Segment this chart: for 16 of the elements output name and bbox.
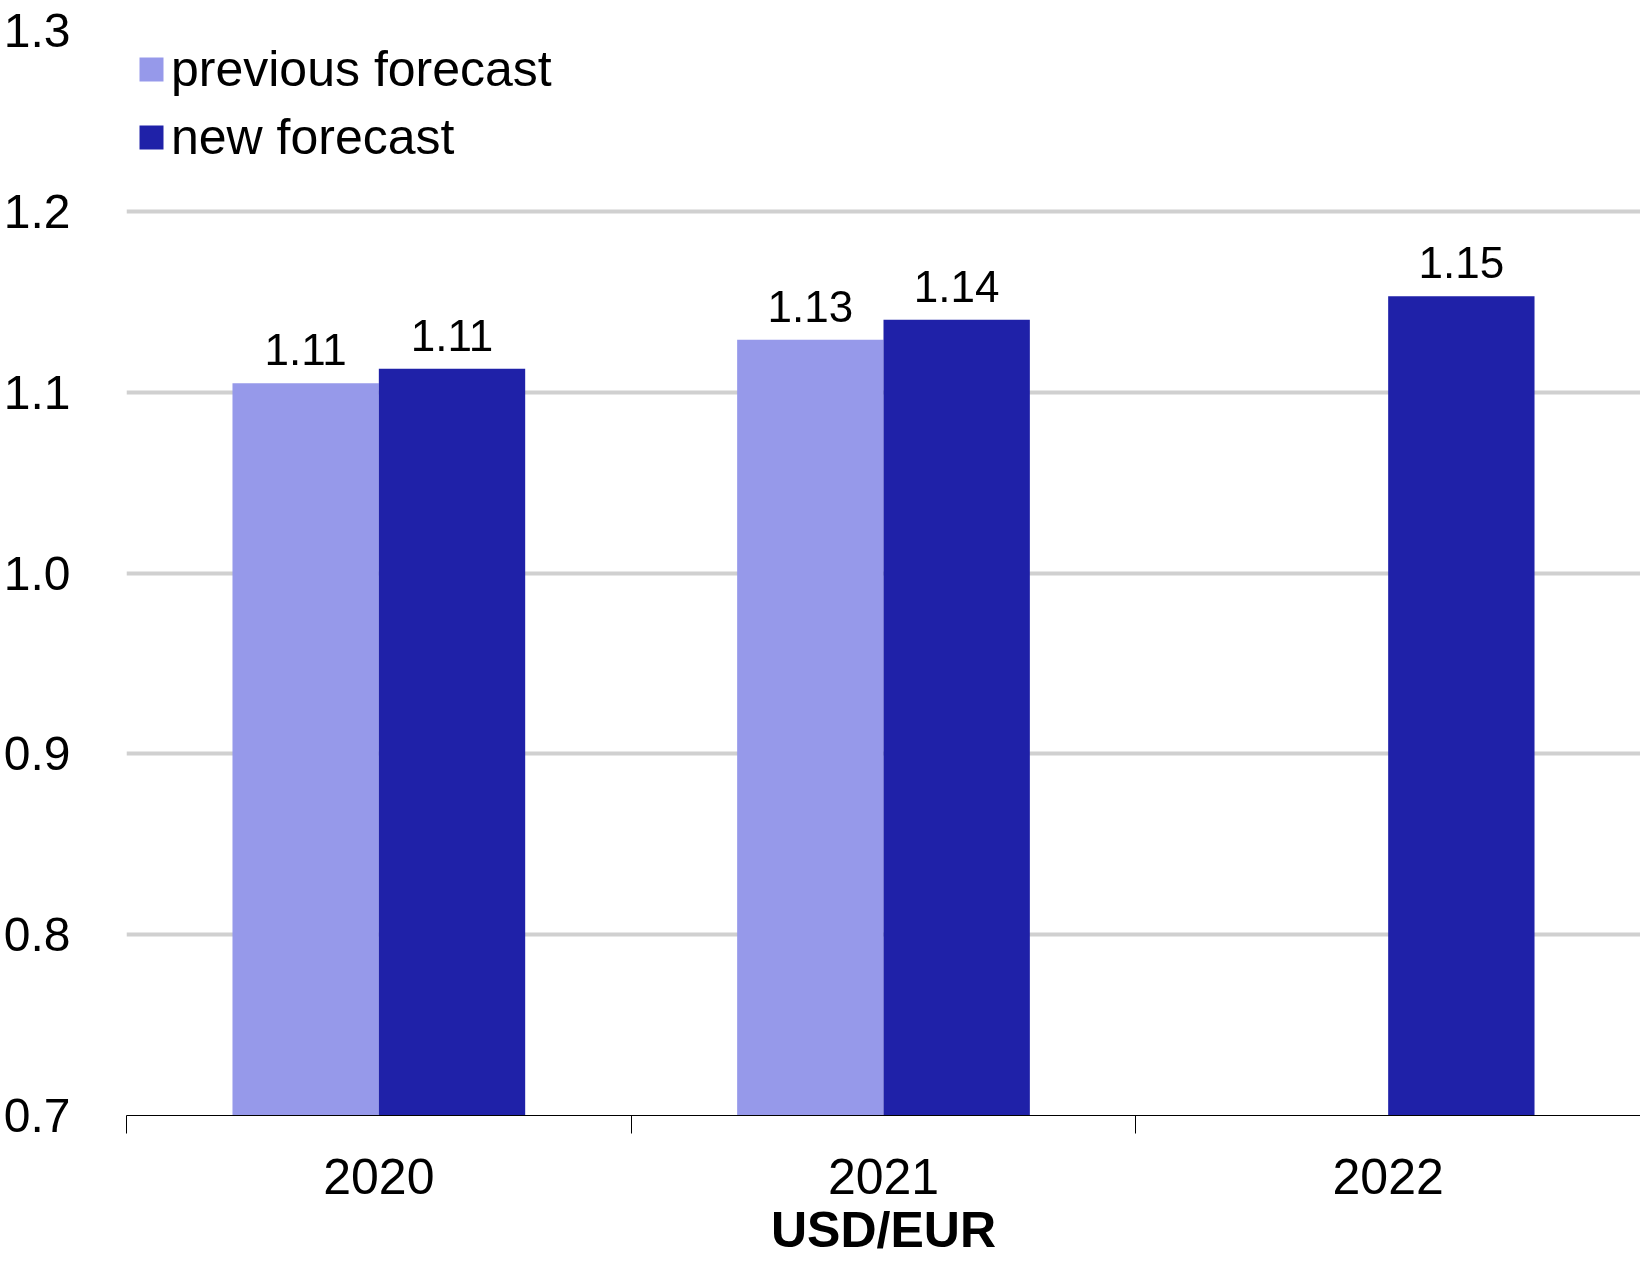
y-tick-label: 1.2 — [3, 184, 71, 238]
legend-label: new forecast — [171, 108, 455, 166]
x-tick-label: 2020 — [323, 1148, 435, 1205]
y-tick-label: 1.1 — [3, 365, 71, 419]
data-label: 1.11 — [264, 325, 347, 375]
legend-label: previous forecast — [171, 40, 552, 98]
y-tick-label: 0.8 — [3, 908, 71, 962]
x-tick-label: 2022 — [1332, 1148, 1444, 1205]
y-tick-label: 1.0 — [3, 546, 71, 600]
data-label: 1.14 — [913, 261, 1000, 311]
y-tick-label: 0.7 — [3, 1089, 71, 1142]
data-label: 1.13 — [767, 281, 854, 331]
y-tick-label: 1.3 — [3, 4, 71, 57]
y-tick-label: 0.9 — [3, 727, 71, 781]
data-label: 1.11 — [410, 310, 494, 360]
data-label: 1.15 — [1418, 238, 1505, 288]
